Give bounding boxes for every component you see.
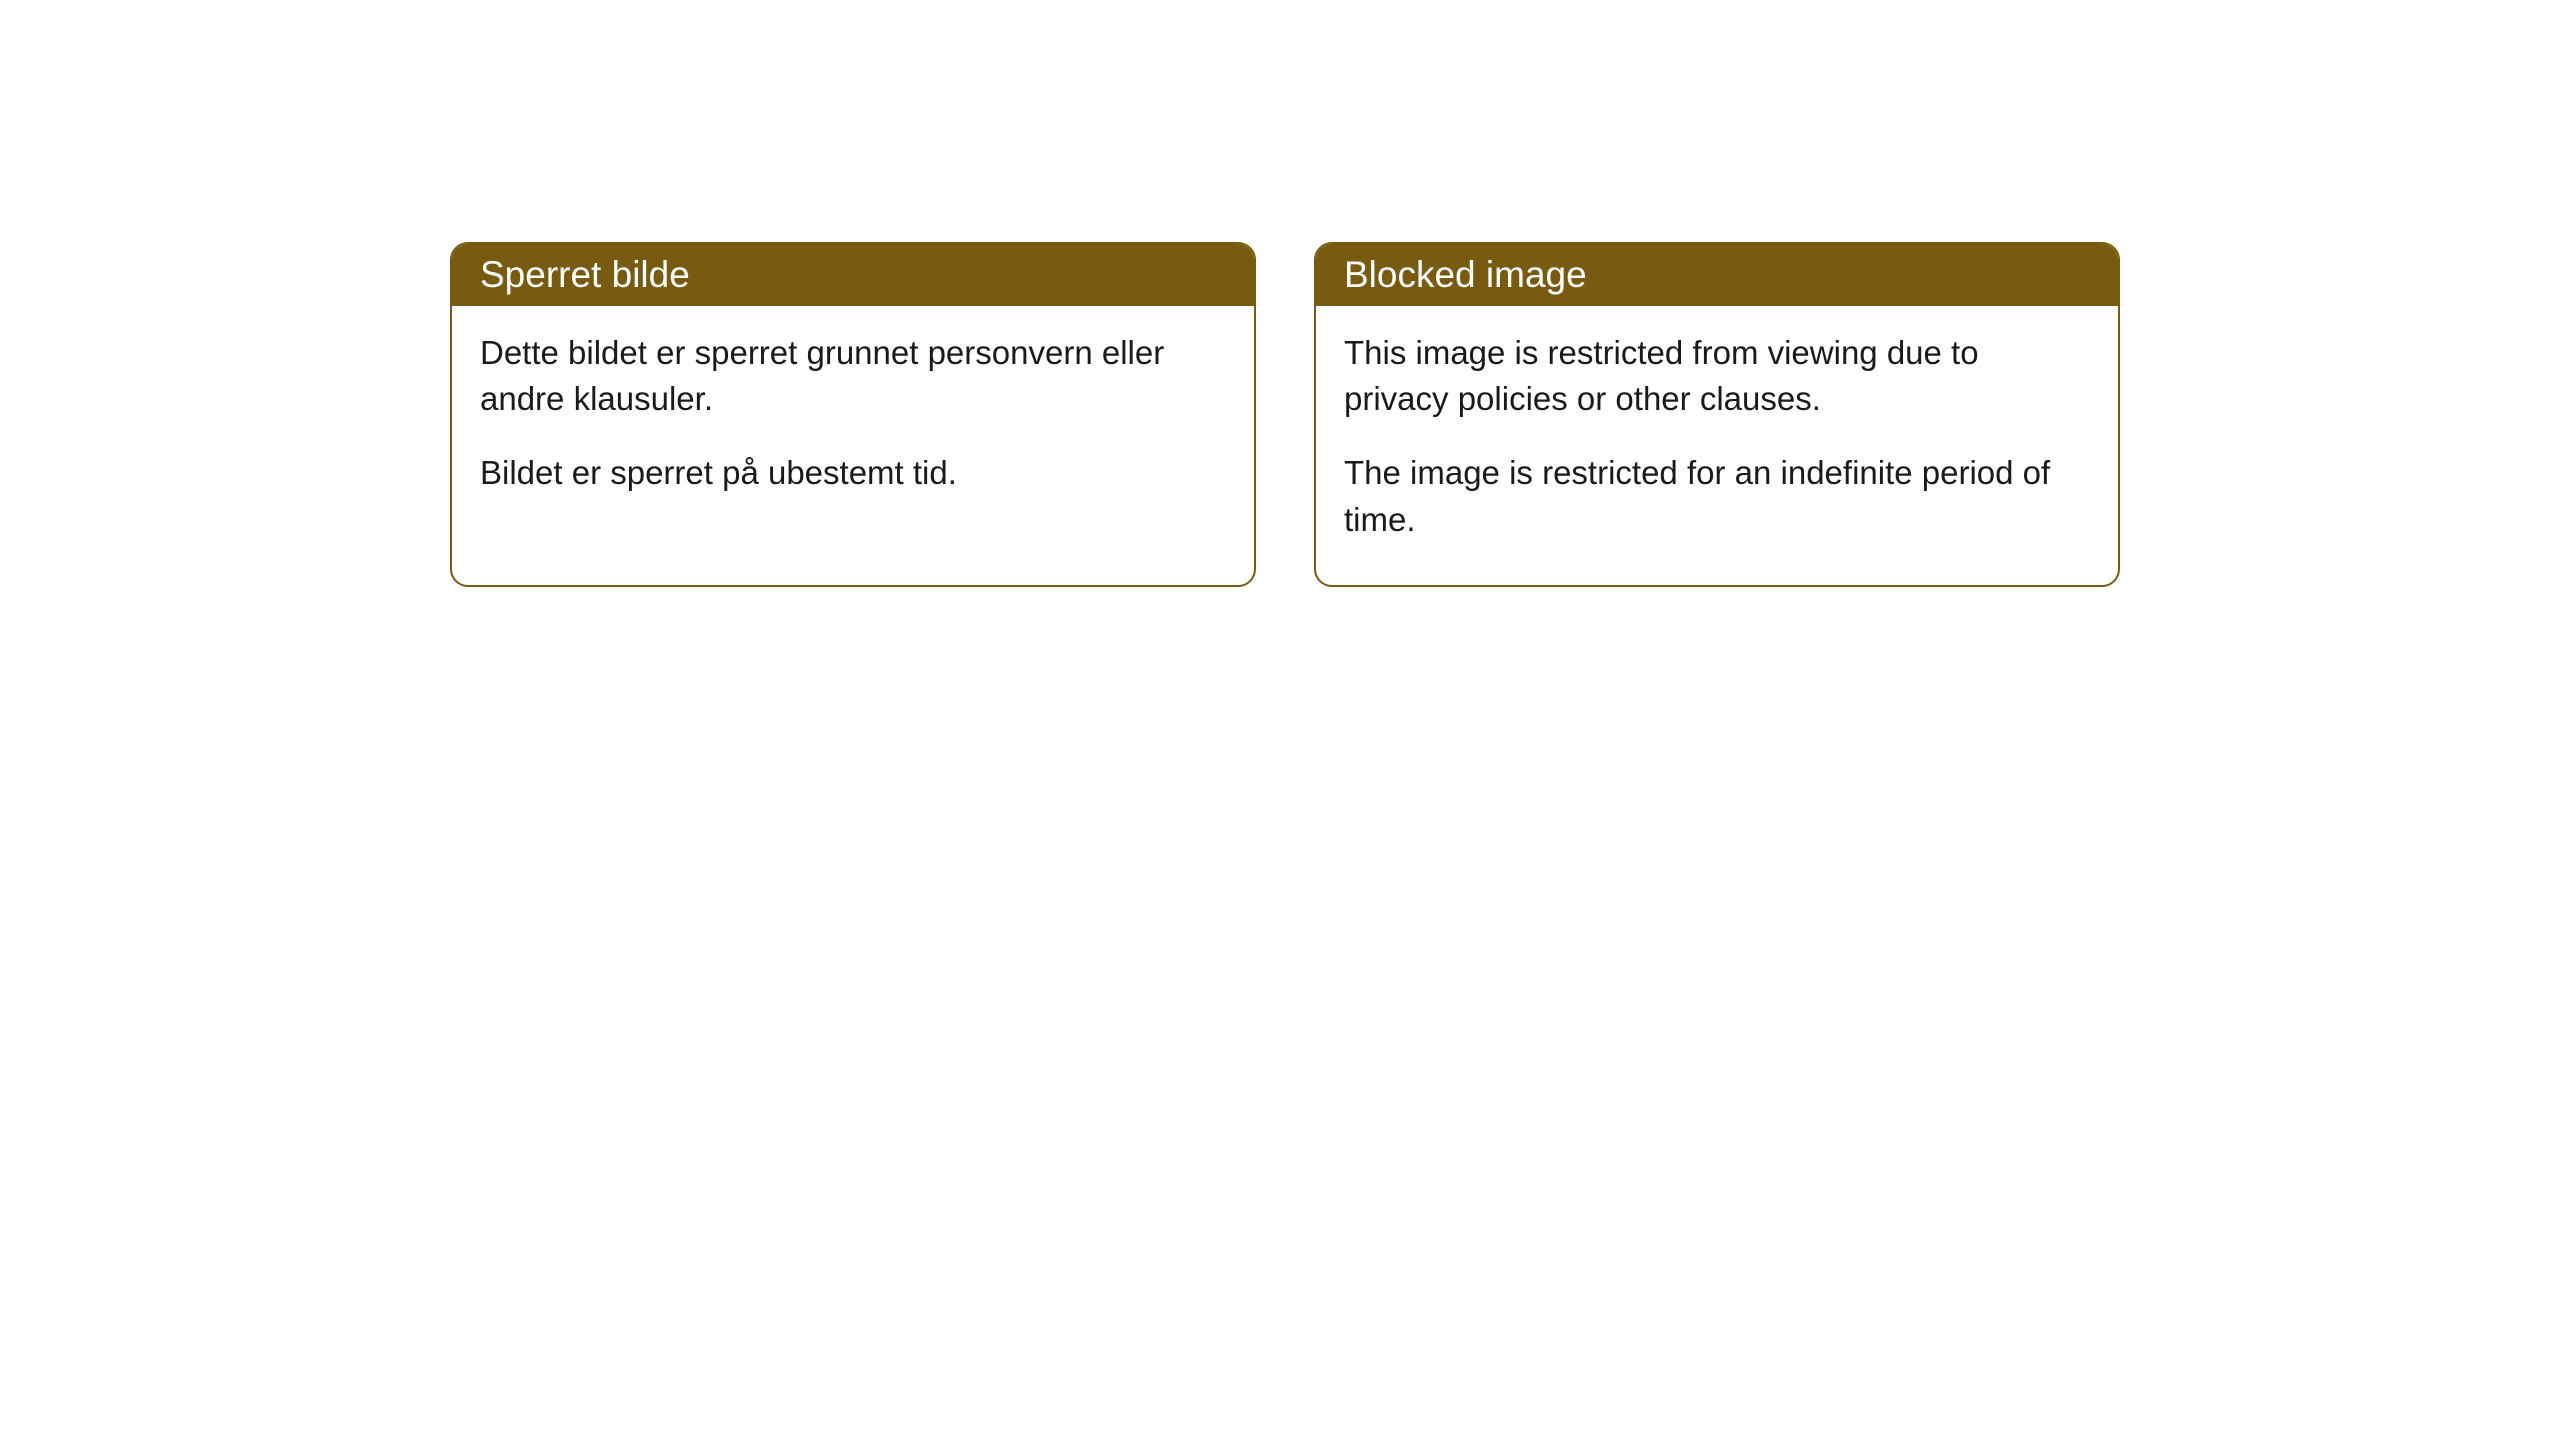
notice-header-english: Blocked image [1316, 244, 2118, 306]
notice-card-norwegian: Sperret bilde Dette bildet er sperret gr… [450, 242, 1256, 587]
notice-cards-container: Sperret bilde Dette bildet er sperret gr… [0, 0, 2560, 587]
notice-body-norwegian: Dette bildet er sperret grunnet personve… [452, 306, 1254, 539]
notice-header-norwegian: Sperret bilde [452, 244, 1254, 306]
notice-paragraph-1: This image is restricted from viewing du… [1344, 330, 2090, 422]
notice-body-english: This image is restricted from viewing du… [1316, 306, 2118, 585]
notice-paragraph-2: The image is restricted for an indefinit… [1344, 450, 2090, 542]
notice-paragraph-2: Bildet er sperret på ubestemt tid. [480, 450, 1226, 496]
notice-paragraph-1: Dette bildet er sperret grunnet personve… [480, 330, 1226, 422]
notice-card-english: Blocked image This image is restricted f… [1314, 242, 2120, 587]
